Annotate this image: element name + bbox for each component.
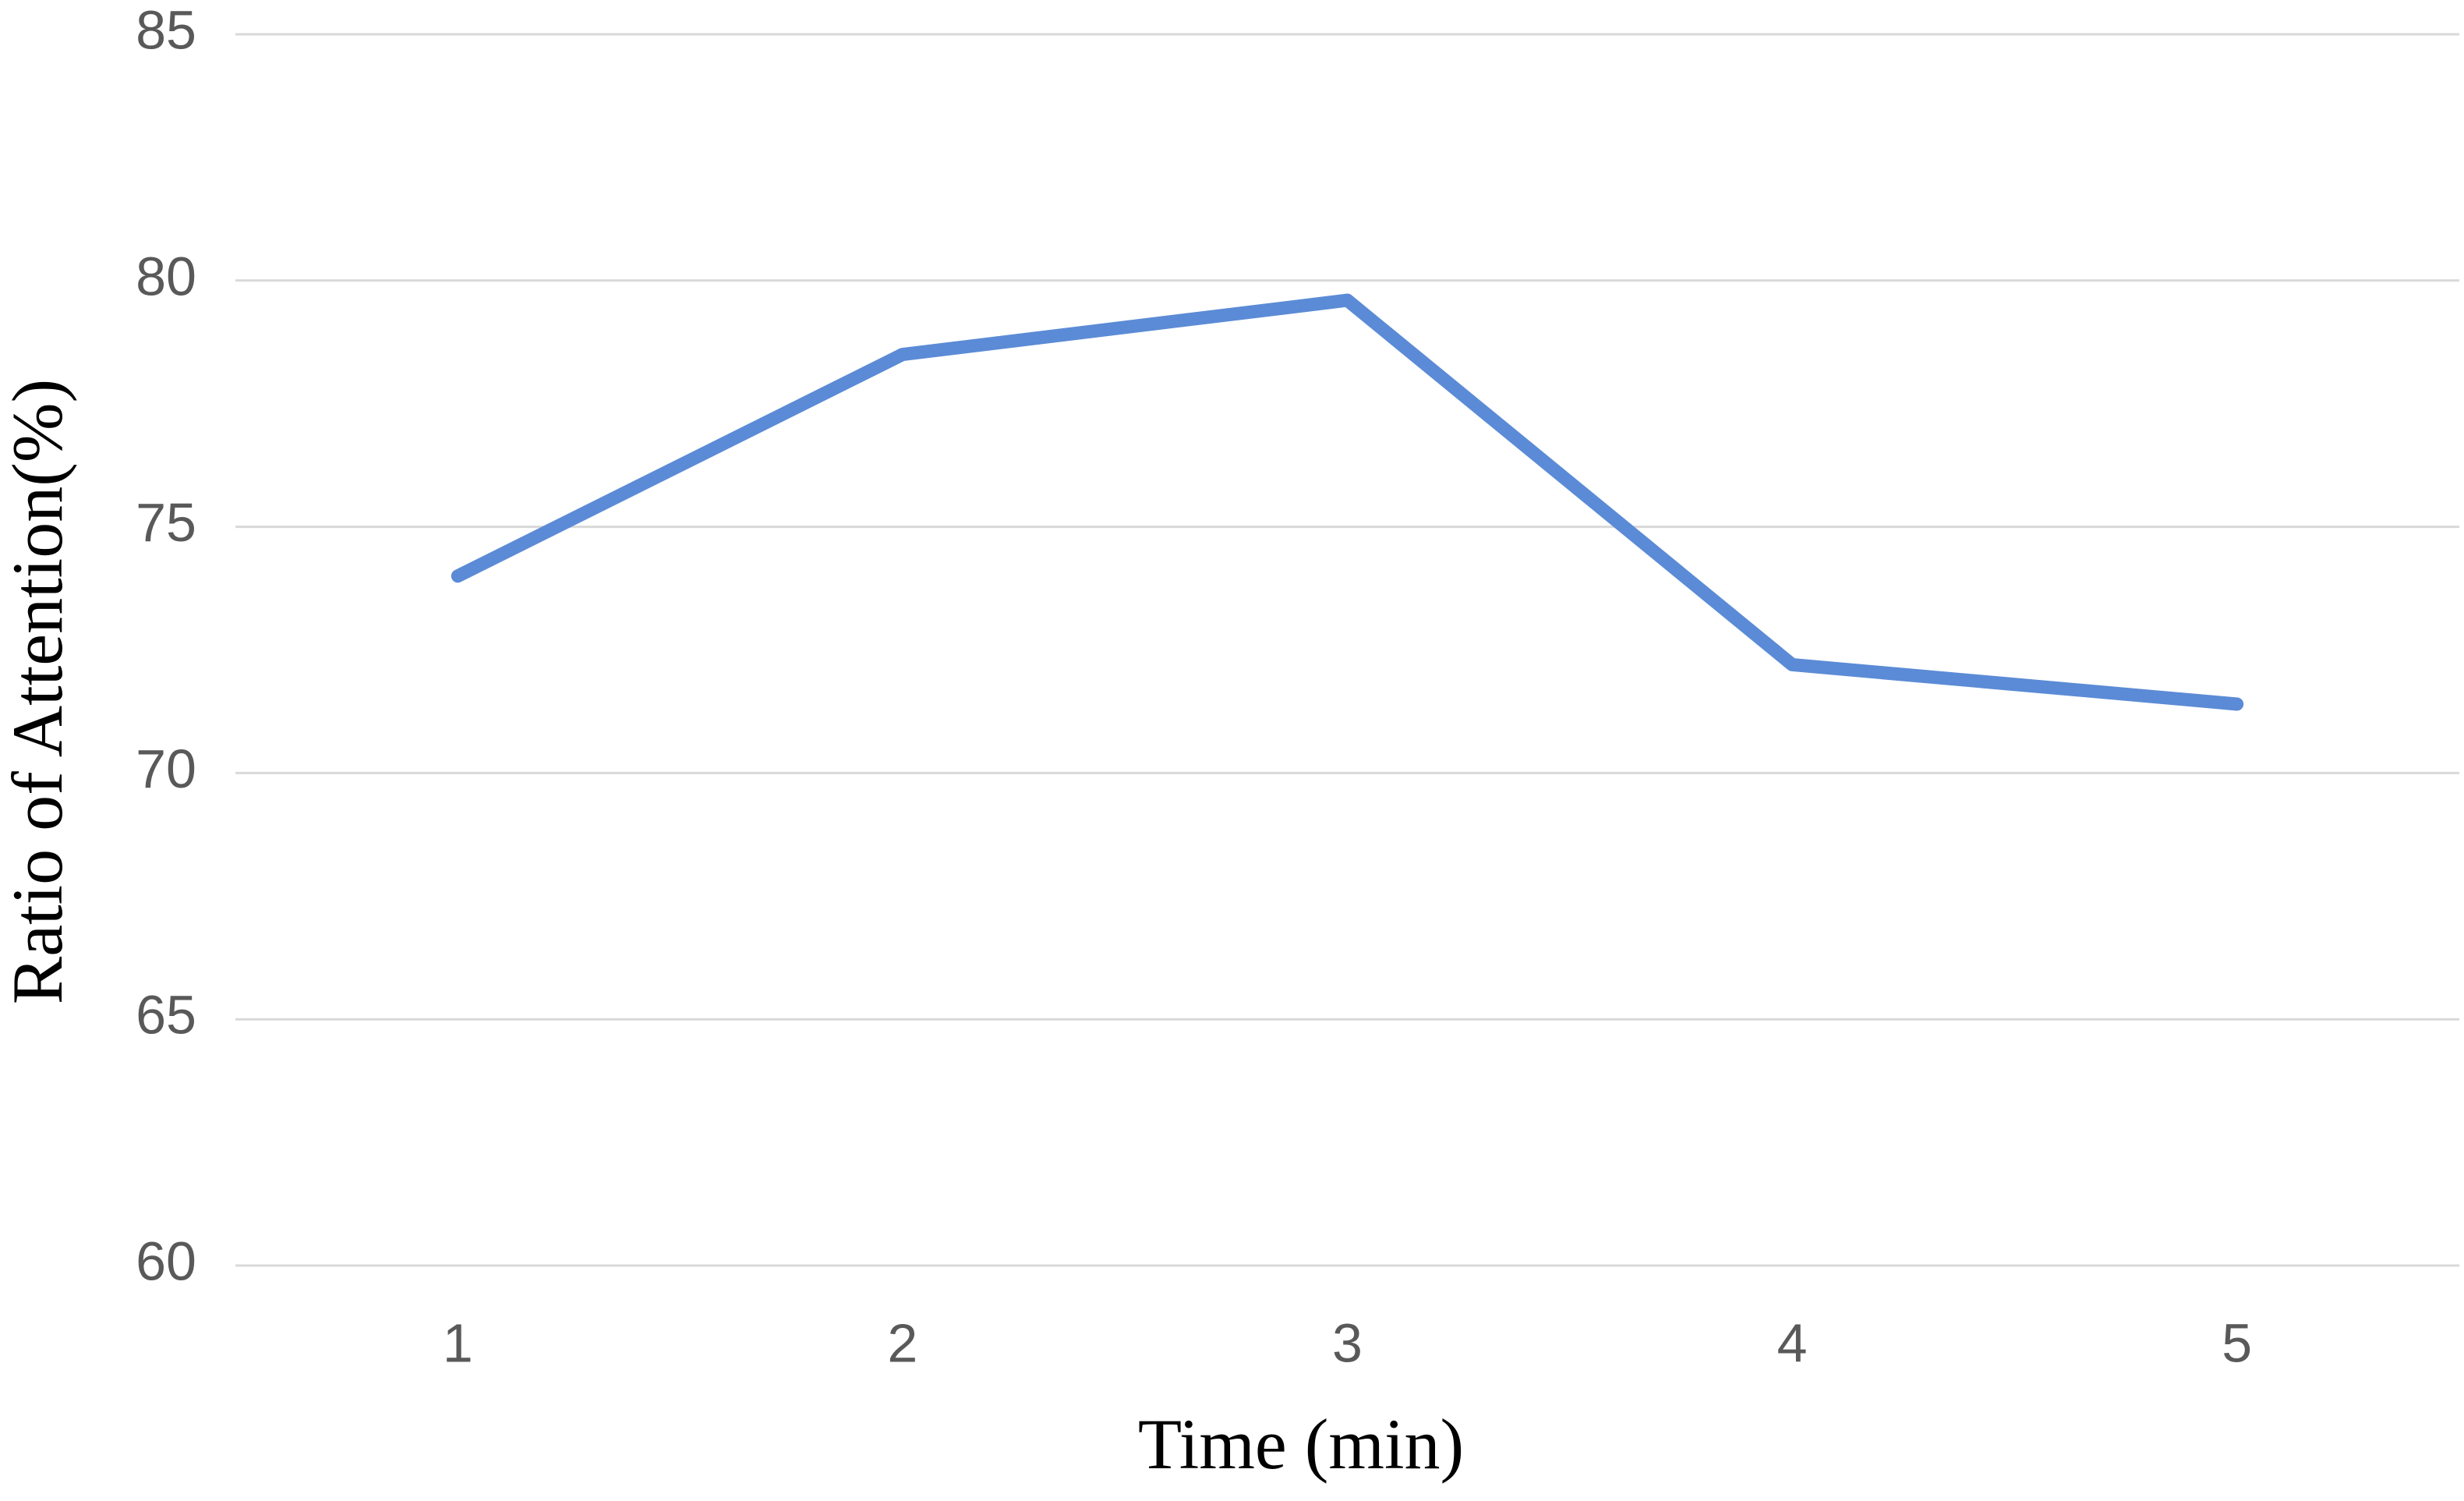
y-tick-label: 65 <box>136 985 196 1046</box>
y-tick-label: 60 <box>136 1230 196 1291</box>
y-tick-label: 85 <box>136 0 196 60</box>
x-tick-label: 3 <box>1332 1312 1363 1373</box>
y-axis-title: Ratio of Attention(%) <box>0 379 77 1004</box>
data-line <box>451 293 2244 711</box>
x-axis-title: Time (min) <box>1138 1404 1464 1484</box>
x-tick-label: 2 <box>887 1312 917 1373</box>
y-tick-label: 75 <box>136 492 196 553</box>
y-tick-label: 70 <box>136 738 196 799</box>
x-tick-label: 1 <box>443 1312 473 1373</box>
x-tick-label: 4 <box>1777 1312 1808 1373</box>
x-tick-label: 5 <box>2222 1312 2252 1373</box>
y-tick-label: 80 <box>136 246 196 306</box>
